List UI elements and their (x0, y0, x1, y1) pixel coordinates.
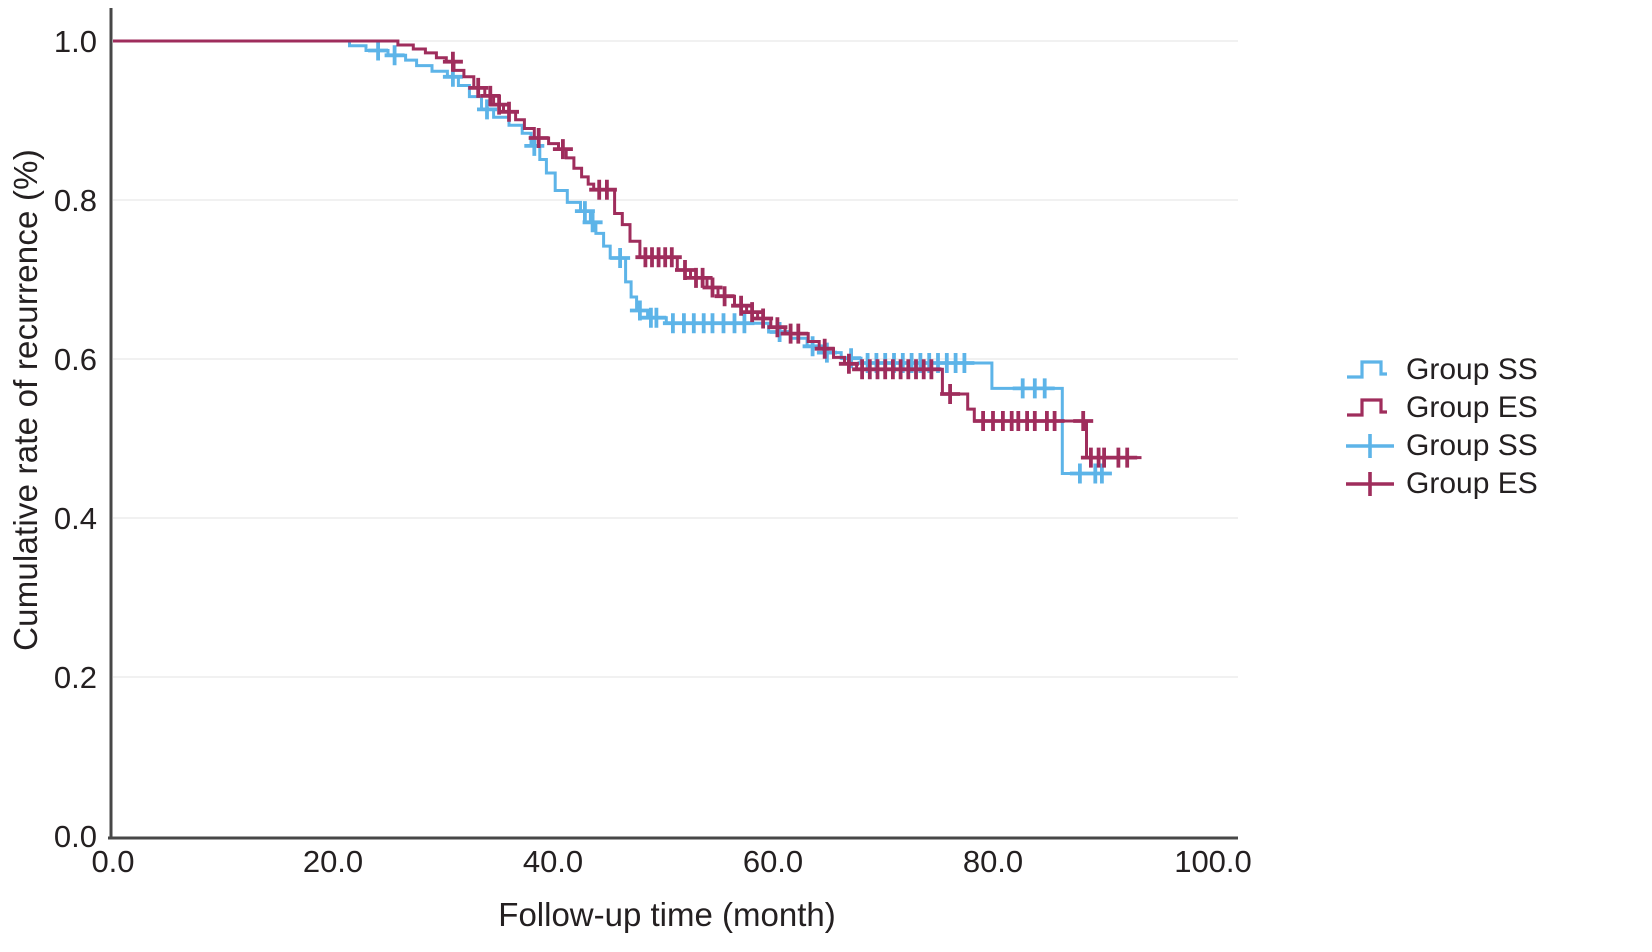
legend-label: Group SS (1406, 353, 1538, 386)
y-tick-label: 0.0 (54, 819, 97, 854)
plus-cross-icon (1346, 472, 1394, 496)
x-tick-label: 60.0 (743, 844, 803, 879)
x-tick-label: 100.0 (1174, 844, 1252, 879)
legend: Group SS Group ES Group SS Group ES (1344, 351, 1538, 503)
x-tick-label: 0.0 (91, 844, 134, 879)
censor-marks-group-es (442, 51, 1138, 468)
x-axis-title: Follow-up time (month) (498, 896, 836, 933)
plus-cross-icon (1346, 434, 1394, 458)
x-tick-label: 20.0 (303, 844, 363, 879)
y-tick-label: 0.8 (54, 183, 97, 218)
step-line-icon (1347, 398, 1387, 417)
y-tick-label: 0.2 (54, 660, 97, 695)
step-line-icon (1347, 360, 1387, 379)
y-tick-label: 1.0 (54, 24, 97, 59)
survival-curve-group-es (113, 39, 1142, 460)
y-tick-label: 0.6 (54, 342, 97, 377)
legend-label: Group SS (1406, 429, 1538, 462)
censor-marks-group-ss (368, 40, 1112, 484)
x-tick-label: 40.0 (523, 844, 583, 879)
legend-label: Group ES (1406, 467, 1538, 500)
y-tick-label: 0.4 (54, 501, 97, 536)
legend-label: Group ES (1406, 391, 1538, 424)
legend-item-group-es-line: Group ES (1344, 389, 1538, 427)
survival-curve-group-ss (113, 39, 1110, 475)
legend-item-group-ss-line: Group SS (1344, 351, 1538, 389)
legend-item-group-es-censor: Group ES (1344, 465, 1538, 503)
x-tick-label: 80.0 (963, 844, 1023, 879)
legend-item-group-ss-censor: Group SS (1344, 427, 1538, 465)
